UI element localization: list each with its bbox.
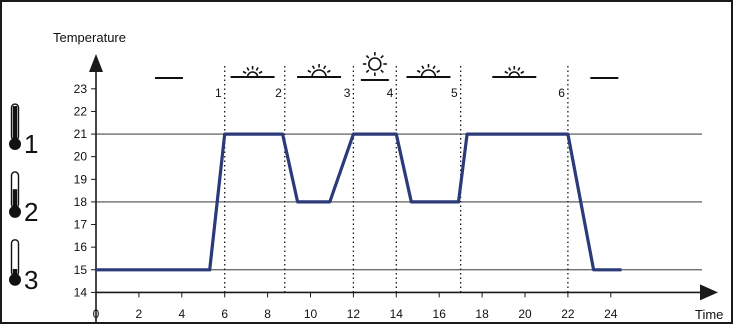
x-tick-label: 0 (93, 307, 100, 321)
time-marker-label: 4 (387, 86, 394, 100)
temperature-series-line (96, 132, 622, 272)
x-tick-label: 2 (136, 307, 143, 321)
setting-sun-icon (492, 66, 537, 78)
y-tick-label: 14 (74, 285, 88, 299)
moon-shape (160, 54, 171, 74)
sun-ray (311, 65, 316, 70)
period-icons (154, 52, 619, 81)
y-tick-label: 15 (74, 263, 88, 277)
full-sun-icon (360, 52, 389, 81)
y-tick-label: 19 (74, 172, 88, 186)
moon-icon (154, 54, 183, 79)
sun-ray (258, 70, 263, 74)
thermometer-bulb (9, 138, 21, 151)
sun-ray (508, 67, 512, 71)
x-tick-label: 10 (304, 307, 318, 321)
sun-ray (416, 69, 421, 73)
y-tick-label: 23 (74, 82, 88, 96)
half-sun-icon (406, 64, 451, 78)
y-tick-label: 16 (74, 240, 88, 254)
axes (89, 54, 718, 322)
time-marker-label: 1 (215, 86, 222, 100)
half-sun-icon (297, 64, 342, 78)
sun-arc (508, 71, 521, 78)
time-markers: 1 2 3 4 5 6 (215, 66, 569, 293)
sun-ray (307, 69, 312, 73)
x-tick-label: 24 (604, 307, 618, 321)
time-marker-label: 5 (451, 86, 458, 100)
sun-disc (368, 57, 382, 71)
sun-ray (380, 54, 384, 59)
x-tick-label: 14 (390, 307, 404, 321)
x-tick-label: 18 (475, 307, 489, 321)
sun-ray (517, 67, 521, 71)
sun-ray (326, 69, 331, 73)
level-label: 2 (24, 197, 38, 227)
sun-arc (420, 69, 437, 78)
time-marker-label: 3 (344, 86, 351, 100)
y-tick-label: 22 (74, 104, 88, 118)
y-axis-arrow (89, 54, 103, 72)
y-tick-label: 17 (74, 218, 88, 232)
thermometer-fill (12, 268, 18, 278)
sun-arc (311, 69, 327, 78)
sun-ray (242, 70, 247, 74)
sun-ray (255, 67, 259, 71)
level-label: 3 (24, 265, 38, 295)
thermometer-bulb (9, 273, 21, 286)
x-axis-arrow (700, 284, 718, 301)
x-tick-label: 12 (347, 307, 361, 321)
y-tick-label: 18 (74, 195, 88, 209)
moon-icon (590, 54, 619, 79)
x-tick-label: 16 (433, 307, 447, 321)
sun-ray (436, 69, 441, 73)
thermometer-fill (12, 106, 18, 143)
y-axis-title: Temperature (53, 30, 126, 45)
x-tick-label: 22 (561, 307, 575, 321)
level-label: 1 (24, 129, 38, 159)
x-axis-title: Time (695, 307, 723, 322)
sun-ray (520, 70, 525, 74)
thermometer-low-icon (9, 239, 21, 286)
time-marker-label: 2 (275, 86, 282, 100)
thermometer-high-icon (9, 103, 21, 151)
series-group (96, 132, 622, 272)
x-tick-label: 8 (264, 307, 271, 321)
y-tick-label: 20 (74, 150, 88, 164)
x-tick-label: 20 (518, 307, 532, 321)
sun-ray (421, 65, 425, 70)
sun-ray (380, 69, 384, 74)
sun-ray (365, 54, 370, 59)
moon-shape (596, 54, 607, 74)
sun-arc (246, 71, 259, 78)
y-tick-label: 21 (74, 127, 88, 141)
sun-ray (432, 65, 436, 70)
level-legend: 1 2 3 (9, 103, 38, 295)
sun-ray (323, 65, 327, 70)
setting-sun-icon (230, 66, 275, 78)
thermometer-bulb (9, 205, 21, 218)
sun-ray (365, 69, 370, 74)
sun-ray (246, 67, 250, 71)
x-tick-label: 4 (178, 307, 185, 321)
x-tick-label: 6 (221, 307, 228, 321)
sun-ray (504, 70, 509, 74)
time-marker-label: 6 (558, 86, 565, 100)
grid-lines (96, 133, 702, 271)
thermometer-fill (12, 189, 18, 210)
thermometer-medium-icon (9, 171, 21, 218)
